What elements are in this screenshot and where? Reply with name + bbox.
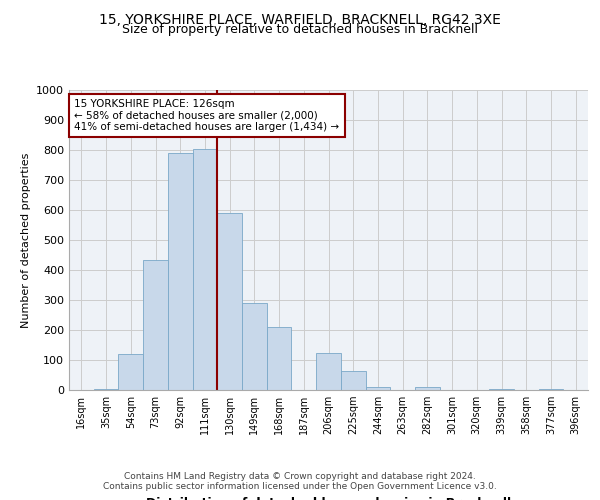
Bar bbox=[365, 387, 390, 390]
Bar bbox=[489, 388, 514, 390]
Bar bbox=[267, 327, 292, 390]
Text: 15 YORKSHIRE PLACE: 126sqm
← 58% of detached houses are smaller (2,000)
41% of s: 15 YORKSHIRE PLACE: 126sqm ← 58% of deta… bbox=[74, 99, 340, 132]
Bar bbox=[341, 370, 365, 390]
Bar bbox=[143, 260, 168, 390]
Bar bbox=[168, 153, 193, 390]
Text: Size of property relative to detached houses in Bracknell: Size of property relative to detached ho… bbox=[122, 22, 478, 36]
Bar bbox=[217, 213, 242, 390]
Bar bbox=[415, 387, 440, 390]
Text: Contains HM Land Registry data © Crown copyright and database right 2024.
Contai: Contains HM Land Registry data © Crown c… bbox=[103, 472, 497, 491]
Bar bbox=[242, 303, 267, 390]
Bar bbox=[94, 388, 118, 390]
Bar bbox=[193, 148, 217, 390]
Text: 15, YORKSHIRE PLACE, WARFIELD, BRACKNELL, RG42 3XE: 15, YORKSHIRE PLACE, WARFIELD, BRACKNELL… bbox=[99, 12, 501, 26]
Y-axis label: Number of detached properties: Number of detached properties bbox=[20, 152, 31, 328]
Bar bbox=[539, 388, 563, 390]
X-axis label: Distribution of detached houses by size in Bracknell: Distribution of detached houses by size … bbox=[146, 497, 511, 500]
Bar bbox=[118, 354, 143, 390]
Bar bbox=[316, 352, 341, 390]
